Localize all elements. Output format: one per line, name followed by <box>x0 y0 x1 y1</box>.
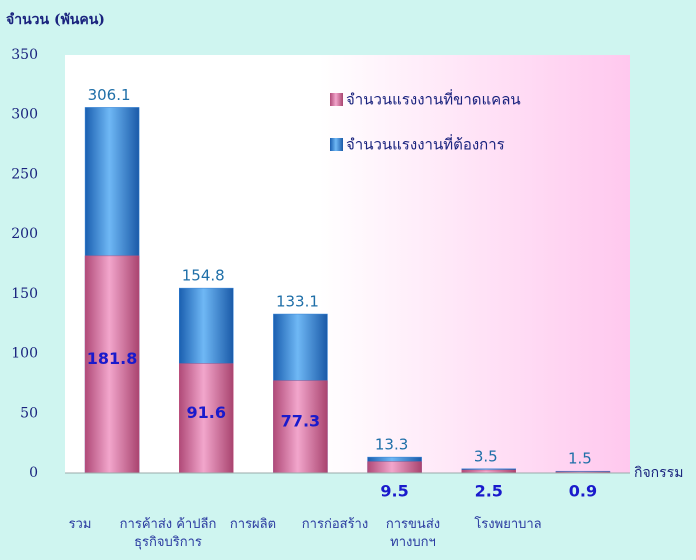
x-tick-label: โรงพยาบาล <box>474 517 542 532</box>
x-tick-label: รวม <box>68 517 92 532</box>
y-tick-label: 200 <box>11 226 38 242</box>
value-label: 1.5 <box>568 450 592 468</box>
y-tick-label: 150 <box>11 286 38 302</box>
x-tick-label: การผลิต <box>229 517 277 532</box>
x-tick-label: การขนส่ง ทางบกฯ <box>385 517 441 550</box>
bar <box>179 363 234 474</box>
value-label: 2.5 <box>475 482 503 501</box>
x-axis-title: กิจกรรม <box>634 465 683 481</box>
value-label: 0.9 <box>569 482 597 501</box>
value-label: 3.5 <box>474 447 498 465</box>
value-label: 154.8 <box>182 267 225 285</box>
bar <box>367 461 422 474</box>
legend-label: จำนวนแรงงานที่ต้องการ <box>346 134 505 154</box>
x-tick-label: การก่อสร้าง <box>301 517 369 532</box>
value-label: 181.8 <box>87 349 138 368</box>
plot-area <box>65 55 630 473</box>
value-label: 13.3 <box>375 436 408 454</box>
legend-swatch <box>330 93 343 106</box>
legend-swatch <box>330 138 343 151</box>
y-tick-label: 250 <box>11 166 38 182</box>
legend-label: จำนวนแรงงานที่ขาดแคลน <box>346 89 521 109</box>
value-label: 133.1 <box>276 293 319 311</box>
y-tick-label: 50 <box>20 405 38 421</box>
value-label: 91.6 <box>187 403 226 422</box>
bar <box>273 380 328 474</box>
y-tick-label: 100 <box>11 346 38 362</box>
value-label: 9.5 <box>380 482 408 501</box>
y-tick-label: 300 <box>11 107 38 123</box>
y-tick-label: 350 <box>11 47 38 63</box>
y-axis-title: จำนวน (พันคน) <box>6 12 105 28</box>
value-label: 77.3 <box>281 411 320 430</box>
x-tick-label: การค้าส่ง ค้าปลีก ธุรกิจบริการ <box>119 517 217 550</box>
y-tick-label: 0 <box>29 465 38 481</box>
value-label: 306.1 <box>88 86 131 104</box>
bar <box>84 255 140 474</box>
